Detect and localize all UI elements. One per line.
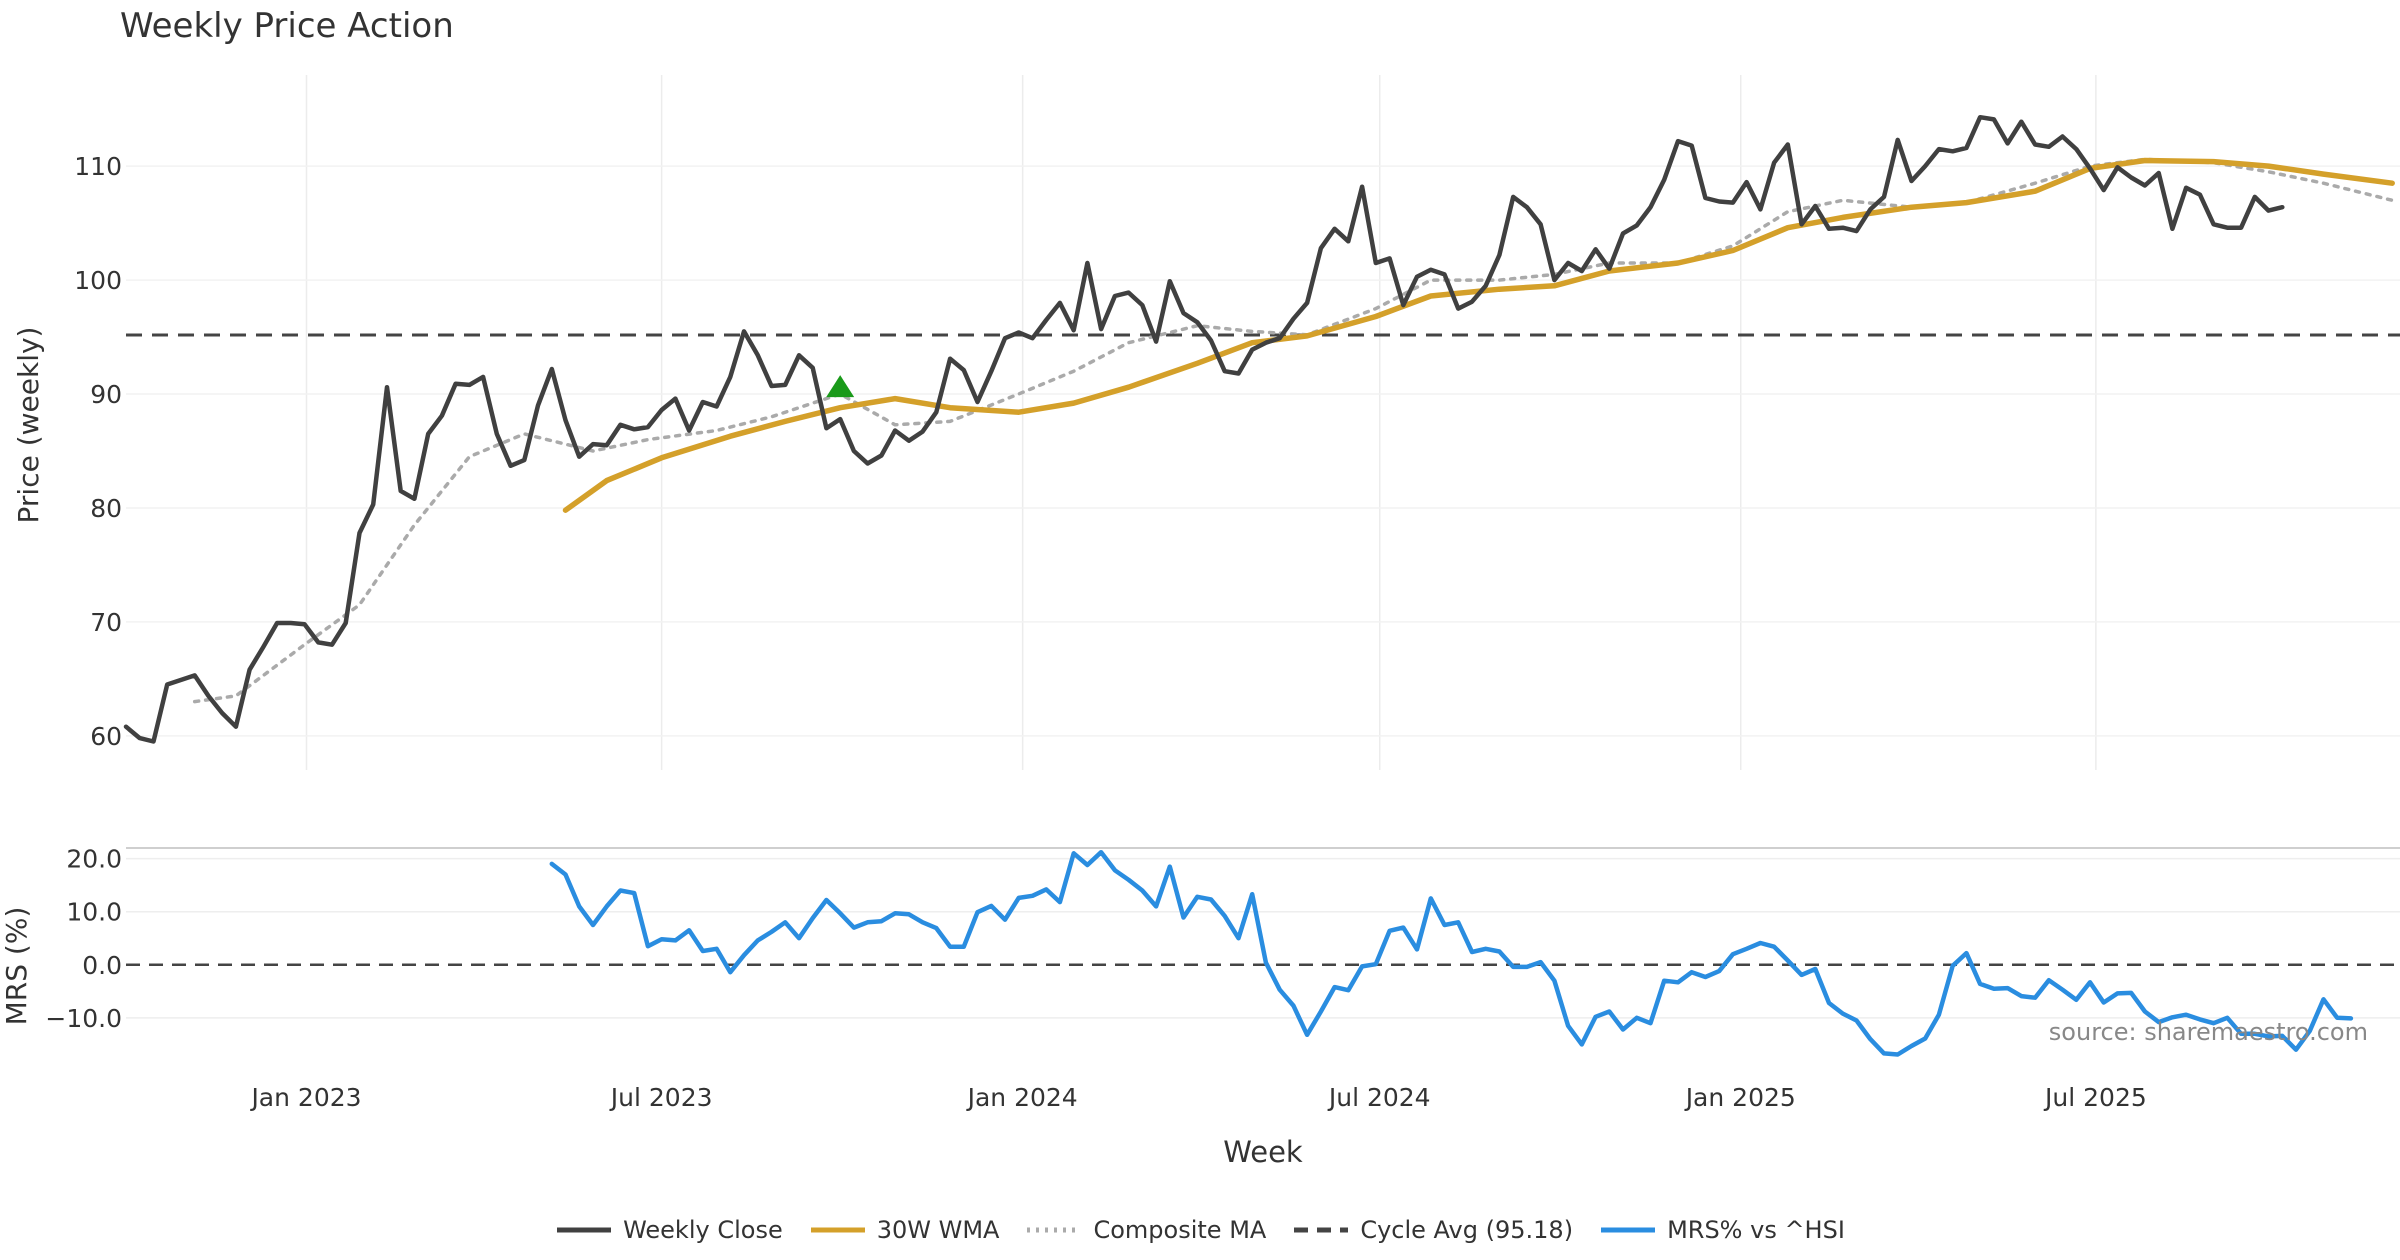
price-tick-label: 90 bbox=[90, 380, 122, 409]
legend-swatch bbox=[1601, 1227, 1656, 1233]
bottom-axes: 20.0 10.0 0.0 −10.0 Jan 2023 Jul 2023 Jan 2024… bbox=[45, 845, 2146, 1112]
bottom-grid bbox=[126, 847, 2400, 1019]
x-tick-label: Jan 2025 bbox=[1684, 1083, 1796, 1112]
top-series bbox=[123, 114, 2400, 744]
price-tick-label: 100 bbox=[74, 266, 122, 295]
x-tick-label: Jan 2023 bbox=[249, 1083, 361, 1112]
top-axes: 60 70 80 90 100 110 bbox=[74, 152, 122, 751]
series-composite-ma bbox=[192, 157, 2394, 704]
x-tick-label: Jan 2024 bbox=[966, 1083, 1078, 1112]
price-tick-label: 80 bbox=[90, 494, 122, 523]
price-tick-label: 60 bbox=[90, 722, 122, 751]
legend-item: Cycle Avg (95.18) bbox=[1292, 1216, 1573, 1244]
mrs-tick-label: 20.0 bbox=[66, 845, 122, 874]
top-grid bbox=[126, 75, 2400, 770]
x-tick-label: Jul 2024 bbox=[1327, 1083, 1431, 1112]
legend-label: 30W WMA bbox=[876, 1216, 1000, 1244]
legend-item: Weekly Close bbox=[555, 1216, 783, 1244]
legend-swatch bbox=[1027, 1227, 1082, 1233]
mrs-tick-label: 10.0 bbox=[66, 898, 122, 927]
legend-swatch bbox=[1294, 1227, 1349, 1233]
source-credit: source: sharemaestro.com bbox=[2048, 1018, 2368, 1046]
legend-item: 30W WMA bbox=[809, 1216, 1000, 1244]
mrs-axis-label: MRS (%) bbox=[0, 907, 33, 1026]
chart-title: Weekly Price Action bbox=[120, 6, 454, 46]
legend-item: Composite MA bbox=[1025, 1216, 1266, 1244]
x-tick-label: Jul 2025 bbox=[2043, 1083, 2147, 1112]
price-tick-label: 110 bbox=[74, 152, 122, 181]
signal-marker bbox=[826, 375, 855, 398]
price-axis-label: Price (weekly) bbox=[12, 327, 45, 524]
legend-label: Weekly Close bbox=[623, 1216, 783, 1244]
bottom-series bbox=[549, 849, 2354, 1057]
legend-swatch bbox=[557, 1227, 612, 1233]
legend-label: Composite MA bbox=[1093, 1216, 1267, 1244]
mrs-tick-label: −10.0 bbox=[45, 1004, 122, 1033]
series-weekly-close bbox=[123, 114, 2285, 744]
x-tick-label: Jul 2023 bbox=[609, 1083, 713, 1112]
legend-item: MRS% vs ^HSI bbox=[1599, 1216, 1845, 1244]
legend-label: Cycle Avg (95.18) bbox=[1360, 1216, 1574, 1244]
chart-legend: Weekly Close 30W WMA Composite MA Cycle Avg… bbox=[0, 1210, 2400, 1250]
series-mrs-vs-hsi bbox=[549, 849, 2354, 1057]
legend-label: MRS% vs ^HSI bbox=[1667, 1216, 1845, 1244]
mrs-tick-label: 0.0 bbox=[82, 951, 122, 980]
legend-swatch bbox=[810, 1227, 865, 1233]
week-axis-label: Week bbox=[1223, 1135, 1303, 1169]
price-tick-label: 70 bbox=[90, 608, 122, 637]
series-30w-wma bbox=[562, 157, 2395, 513]
